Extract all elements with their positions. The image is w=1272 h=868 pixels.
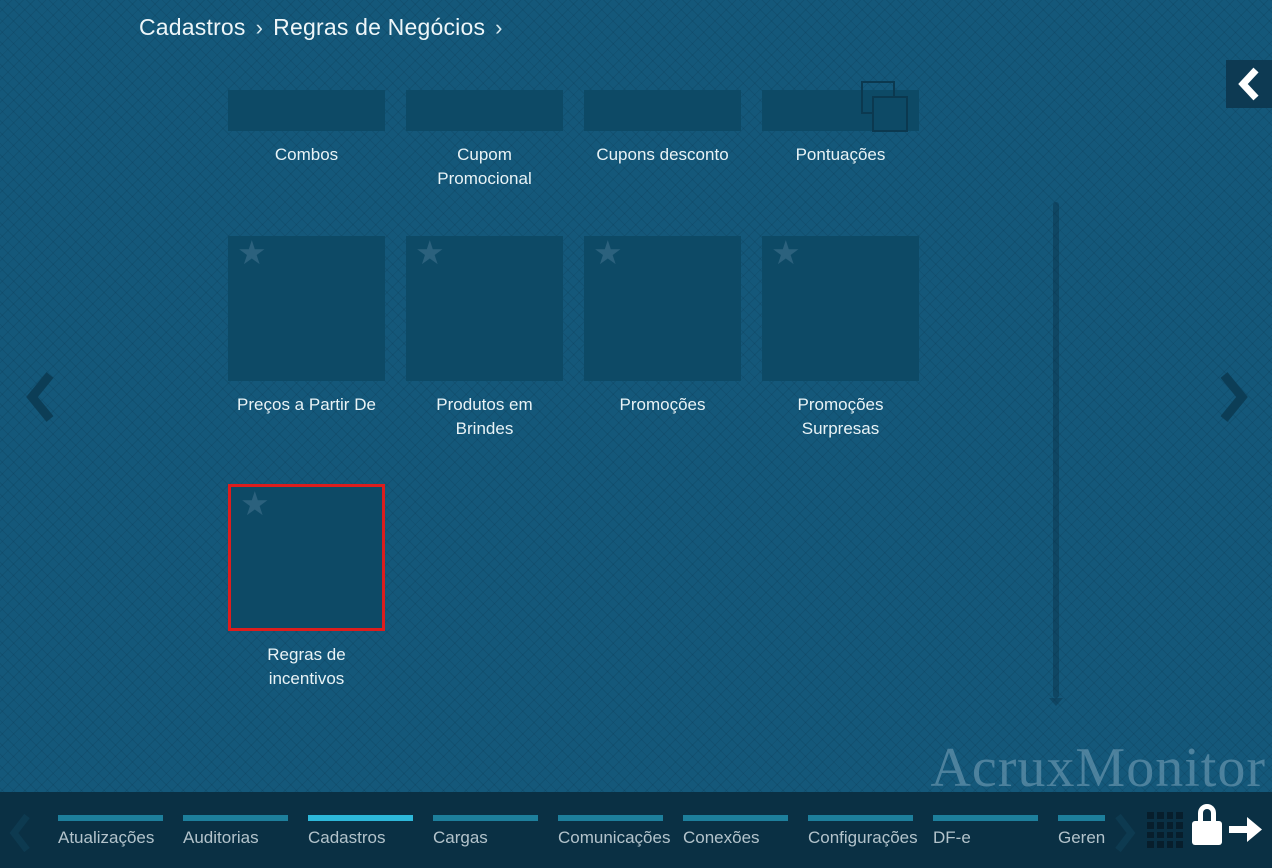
- bottom-tab-bar: Atualizações Auditorias Cadastros Cargas…: [0, 792, 1272, 868]
- tile-label: Combos: [274, 145, 339, 164]
- tile-label: Pontuações: [795, 145, 886, 164]
- tab-label: Auditorias: [183, 828, 259, 847]
- tab-indicator: [933, 815, 1038, 821]
- tab-label: Configurações: [808, 828, 918, 847]
- chevron-left-icon: [26, 372, 54, 422]
- tab-indicator: [433, 815, 538, 821]
- tile-promocoes[interactable]: ★: [584, 233, 741, 381]
- watermark: AcruxMonitor: [930, 737, 1266, 799]
- breadcrumb: Cadastros › Regras de Negócios ›: [139, 14, 503, 41]
- tab-label: Conexões: [683, 828, 760, 847]
- lock-icon[interactable]: [1192, 804, 1222, 850]
- tile-regras-de-incentivos[interactable]: ★: [228, 484, 385, 631]
- tile-label: Regras de incentivos: [267, 645, 346, 688]
- tile-label: Promoções Surpresas: [797, 395, 884, 438]
- tile-label: Cupom Promocional: [437, 145, 532, 188]
- scrollbar-down-arrow-icon[interactable]: [1049, 698, 1063, 706]
- tab-indicator: [808, 815, 913, 821]
- tab-indicator: [558, 815, 663, 821]
- chevron-right-icon: [1115, 813, 1136, 853]
- tabs-scroll-left-button[interactable]: [8, 812, 32, 854]
- tile-label: Promoções: [619, 395, 706, 414]
- page-right-button[interactable]: [1216, 370, 1250, 424]
- tab-auditorias[interactable]: Auditorias: [183, 815, 288, 861]
- tab-label: Atualizações: [58, 828, 155, 847]
- page-left-button[interactable]: [24, 370, 58, 424]
- tabs-scroll-right-button[interactable]: [1113, 812, 1137, 854]
- tile-precos-a-partir-de[interactable]: ★: [228, 233, 385, 381]
- forward-arrow-icon[interactable]: [1228, 814, 1264, 851]
- tab-indicator: [683, 815, 788, 821]
- tab-gerenciamento-clipped[interactable]: Geren: [1058, 815, 1105, 861]
- chevron-right-icon: [1220, 372, 1248, 422]
- star-icon: ★: [771, 233, 801, 272]
- overlapping-pages-icon: [861, 81, 916, 139]
- tab-cargas[interactable]: Cargas: [433, 815, 538, 861]
- star-icon: ★: [593, 233, 623, 272]
- vertical-scrollbar[interactable]: [1053, 202, 1059, 698]
- star-icon: ★: [415, 233, 445, 272]
- tab-label: Cargas: [433, 828, 488, 847]
- chevron-left-icon: [1238, 67, 1259, 101]
- breadcrumb-item-regras-de-negocios[interactable]: Regras de Negócios: [273, 14, 486, 40]
- breadcrumb-item-cadastros[interactable]: Cadastros: [139, 14, 246, 40]
- tile-combos[interactable]: [228, 90, 385, 131]
- tab-atualizacoes[interactable]: Atualizações: [58, 815, 163, 861]
- chevron-left-icon: [9, 813, 30, 853]
- tab-comunicacoes[interactable]: Comunicações: [558, 815, 671, 861]
- tile-cupons-desconto[interactable]: [584, 90, 741, 131]
- tab-label: Cadastros: [308, 828, 386, 847]
- tile-label: Preços a Partir De: [237, 395, 376, 414]
- tab-conexoes[interactable]: Conexões: [683, 815, 788, 861]
- tile-cupom-promocional[interactable]: [406, 90, 563, 131]
- collapse-panel-button[interactable]: [1226, 60, 1272, 108]
- tile-produtos-em-brindes[interactable]: ★: [406, 233, 563, 381]
- tile-row: Combos Cupom Promocional Cupons desconto…: [228, 81, 919, 191]
- tile-pontuacoes[interactable]: [762, 81, 919, 132]
- tile-promocoes-surpresas[interactable]: ★: [762, 233, 919, 381]
- tab-df-e[interactable]: DF-e: [933, 815, 1038, 861]
- star-icon: ★: [237, 233, 267, 272]
- breadcrumb-separator-icon: ›: [255, 14, 264, 40]
- tile-row: ★ Preços a Partir De ★ Produtos em Brind…: [228, 233, 919, 441]
- tab-configuracoes[interactable]: Configurações: [808, 815, 918, 861]
- tab-label: Geren: [1058, 828, 1105, 847]
- tab-indicator-active: [308, 815, 413, 821]
- tile-label: Cupons desconto: [596, 145, 729, 164]
- tab-label: DF-e: [933, 828, 971, 847]
- breadcrumb-separator-icon: ›: [495, 14, 503, 40]
- tab-label: Comunicações: [558, 828, 671, 847]
- tile-row: ★ Regras de incentivos: [228, 484, 385, 691]
- tab-cadastros[interactable]: Cadastros: [308, 815, 413, 861]
- tab-indicator: [183, 815, 288, 821]
- tab-strip: Atualizações Auditorias Cadastros Cargas…: [58, 815, 1105, 861]
- tile-label: Produtos em Brindes: [436, 395, 533, 438]
- apps-grid-icon[interactable]: [1147, 812, 1183, 848]
- star-icon: ★: [240, 484, 270, 523]
- tab-indicator: [1058, 815, 1105, 821]
- tab-indicator: [58, 815, 163, 821]
